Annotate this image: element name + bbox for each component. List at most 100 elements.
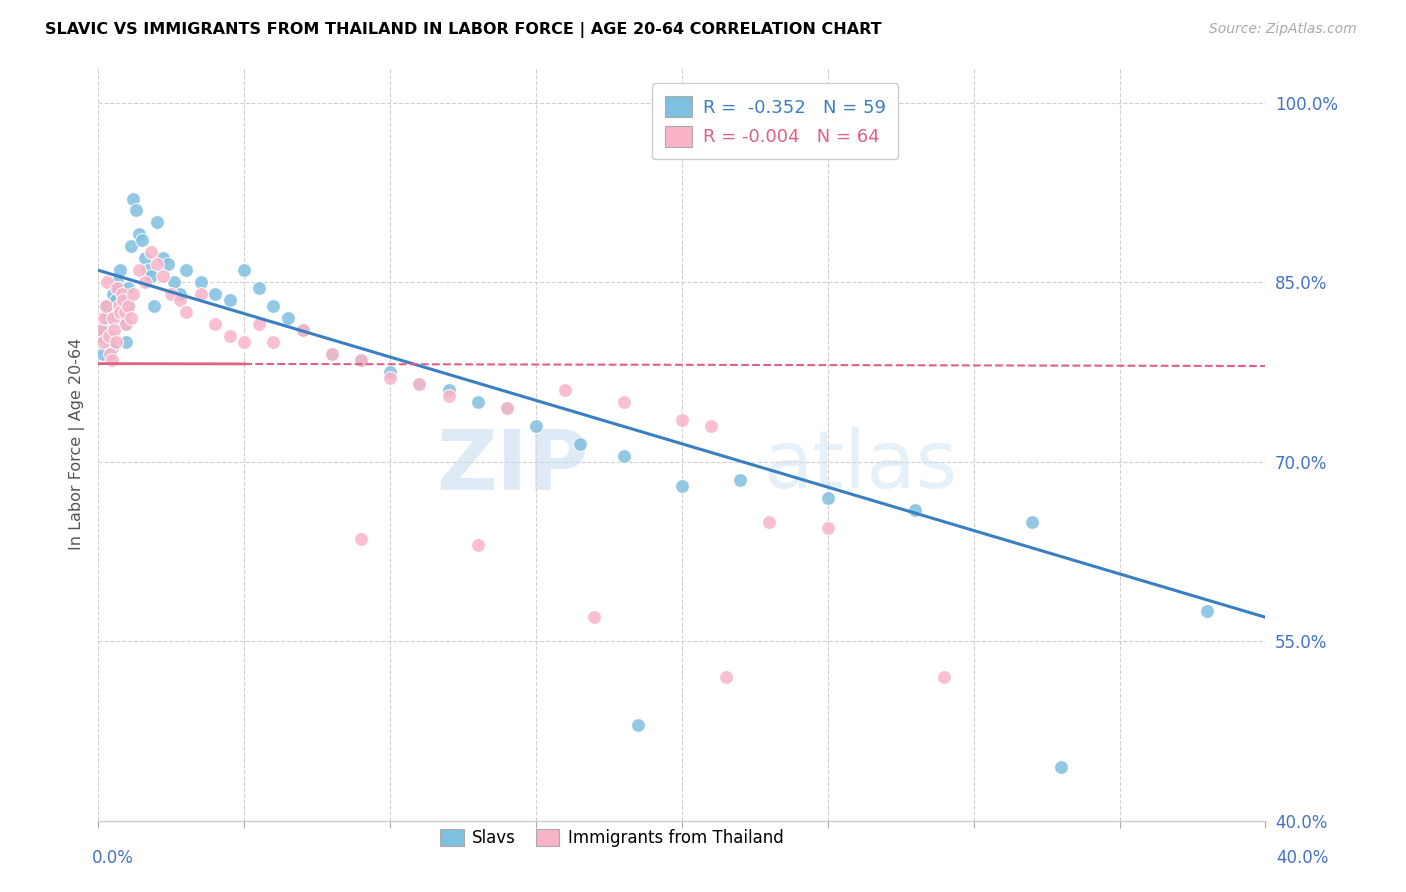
Point <box>142 299 165 313</box>
Point <box>437 389 460 403</box>
Point <box>114 305 136 319</box>
Point <box>904 502 927 516</box>
Point <box>169 287 191 301</box>
Point <box>934 670 956 684</box>
Point <box>128 227 150 242</box>
Point <box>110 263 132 277</box>
Point <box>350 533 373 547</box>
Point <box>174 263 197 277</box>
Point <box>134 275 156 289</box>
Point <box>291 323 314 337</box>
Point <box>94 299 117 313</box>
Point <box>730 473 752 487</box>
Text: ZIP: ZIP <box>436 425 589 507</box>
Point <box>496 401 519 415</box>
Point <box>321 347 343 361</box>
Point <box>91 334 114 349</box>
Point <box>93 311 115 326</box>
Point <box>204 287 226 301</box>
Text: 40.0%: 40.0% <box>1277 849 1329 867</box>
Point <box>380 365 402 379</box>
Point <box>437 383 460 397</box>
Point <box>714 670 737 684</box>
Text: atlas: atlas <box>763 427 957 506</box>
Point <box>496 401 519 415</box>
Point <box>112 293 135 308</box>
Text: Source: ZipAtlas.com: Source: ZipAtlas.com <box>1209 22 1357 37</box>
Point <box>817 520 839 534</box>
Point <box>118 299 141 313</box>
Point <box>122 192 145 206</box>
Legend: Slavs, Immigrants from Thailand: Slavs, Immigrants from Thailand <box>433 822 790 854</box>
Point <box>350 353 373 368</box>
Point <box>101 287 124 301</box>
Point <box>103 323 125 337</box>
Point <box>90 323 112 337</box>
Point <box>108 281 131 295</box>
Point <box>350 353 373 368</box>
Point <box>671 413 693 427</box>
Point <box>291 323 314 337</box>
Point <box>277 311 299 326</box>
Point <box>263 299 285 313</box>
Point <box>100 353 122 368</box>
Point <box>96 275 118 289</box>
Point <box>247 281 270 295</box>
Point <box>613 395 636 409</box>
Point <box>100 341 122 355</box>
Point <box>117 281 139 295</box>
Point <box>98 334 121 349</box>
Point <box>467 395 489 409</box>
Point <box>97 329 120 343</box>
Point <box>554 383 576 397</box>
Point <box>125 203 148 218</box>
Point <box>380 371 402 385</box>
Point <box>233 263 256 277</box>
Point <box>613 449 636 463</box>
Point <box>568 437 591 451</box>
Point <box>190 275 212 289</box>
Point <box>160 287 183 301</box>
Point <box>408 376 430 391</box>
Point <box>321 347 343 361</box>
Point <box>105 281 128 295</box>
Point <box>627 718 650 732</box>
Point <box>120 311 142 326</box>
Point <box>1050 760 1073 774</box>
Point <box>111 299 134 313</box>
Point <box>583 610 606 624</box>
Y-axis label: In Labor Force | Age 20-64: In Labor Force | Age 20-64 <box>69 338 84 549</box>
Point <box>108 299 131 313</box>
Point <box>139 269 162 284</box>
Point <box>233 334 256 349</box>
Point <box>218 293 240 308</box>
Point <box>1021 515 1043 529</box>
Point <box>93 323 115 337</box>
Point <box>117 299 139 313</box>
Point <box>131 233 153 247</box>
Point <box>110 305 132 319</box>
Point <box>524 418 547 433</box>
Point <box>134 252 156 266</box>
Point <box>758 515 780 529</box>
Point <box>120 239 142 253</box>
Point <box>90 329 112 343</box>
Point <box>700 418 723 433</box>
Point <box>101 311 124 326</box>
Text: 0.0%: 0.0% <box>91 849 134 867</box>
Point <box>163 275 186 289</box>
Point <box>169 293 191 308</box>
Point <box>146 257 169 271</box>
Point <box>817 491 839 505</box>
Point <box>157 257 180 271</box>
Point <box>152 269 174 284</box>
Point <box>671 478 693 492</box>
Point <box>111 287 134 301</box>
Point <box>218 329 240 343</box>
Point <box>408 376 430 391</box>
Point <box>103 305 125 319</box>
Point <box>190 287 212 301</box>
Point <box>152 252 174 266</box>
Point <box>104 293 127 308</box>
Point <box>91 347 114 361</box>
